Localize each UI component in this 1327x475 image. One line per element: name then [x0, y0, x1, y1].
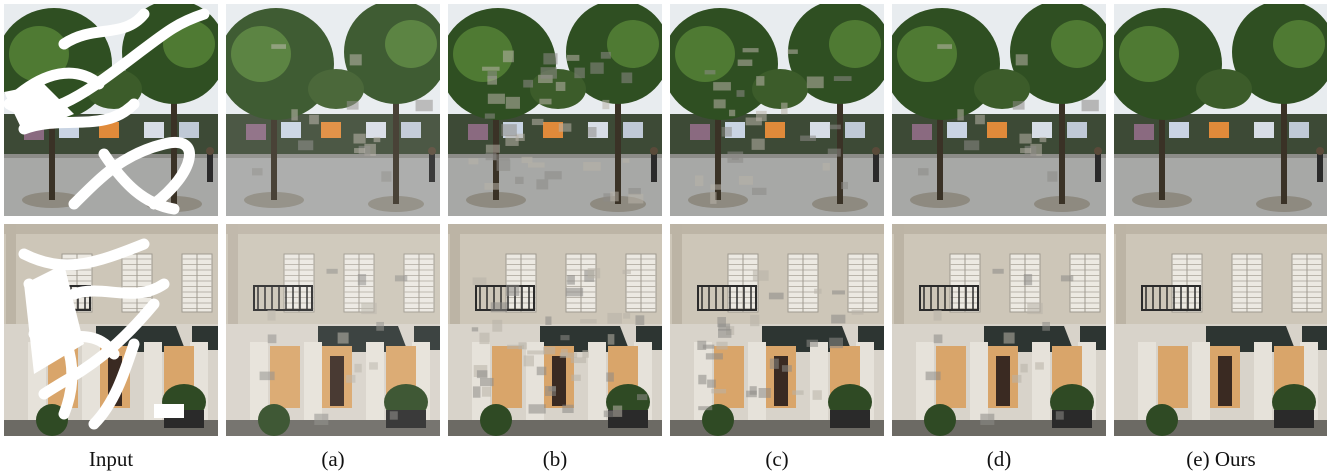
caption-input: Input [88, 447, 134, 471]
street-a-image [226, 4, 440, 216]
caption-ours: (e) Ours [1186, 447, 1256, 471]
photo-tile-svg [226, 224, 440, 436]
facade-b-image [448, 224, 662, 436]
caption-c: (c) [765, 447, 789, 471]
photo-tile-svg [892, 4, 1106, 216]
caption-a: (a) [321, 447, 345, 471]
photo-tile-svg [226, 4, 440, 216]
photo-tile-svg [448, 4, 662, 216]
caption-d: (d) [986, 447, 1012, 471]
facade-d-image [892, 224, 1106, 436]
facade-c-image [670, 224, 884, 436]
photo-tile-svg [1114, 4, 1327, 216]
street-input-image [4, 4, 218, 216]
facade-ours-image [1114, 224, 1327, 436]
photo-tile-svg [670, 4, 884, 216]
street-c-image [670, 4, 884, 216]
facade-input-image [4, 224, 218, 436]
photo-tile-svg [4, 4, 218, 216]
facade-a-image [226, 224, 440, 436]
photo-tile-svg [4, 224, 218, 436]
photo-tile-svg [892, 224, 1106, 436]
caption-b: (b) [542, 447, 568, 471]
photo-tile-svg [1114, 224, 1327, 436]
street-d-image [892, 4, 1106, 216]
photo-tile-svg [448, 224, 662, 436]
street-ours-image [1114, 4, 1327, 216]
image-grid [4, 4, 1327, 436]
caption-row: Input (a) (b) (c) (d) (e) Ours [4, 446, 1327, 472]
street-b-image [448, 4, 662, 216]
photo-tile-svg [670, 224, 884, 436]
